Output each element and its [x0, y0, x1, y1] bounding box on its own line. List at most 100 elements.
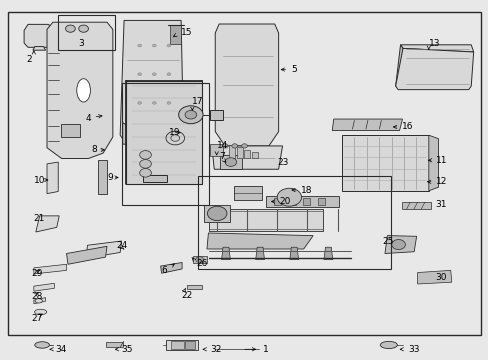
- Circle shape: [140, 150, 151, 159]
- Circle shape: [231, 144, 237, 148]
- Text: 4: 4: [86, 114, 91, 123]
- Circle shape: [152, 102, 156, 104]
- Polygon shape: [211, 146, 282, 169]
- Polygon shape: [324, 247, 332, 260]
- Circle shape: [178, 106, 203, 124]
- Text: 29: 29: [31, 269, 42, 278]
- Text: 20: 20: [279, 197, 290, 206]
- Polygon shape: [33, 46, 45, 50]
- Bar: [184, 341, 194, 348]
- Bar: [210, 144, 222, 156]
- Text: 13: 13: [428, 39, 439, 48]
- Polygon shape: [215, 24, 278, 146]
- Bar: [236, 147, 242, 158]
- Bar: [186, 285, 201, 289]
- Circle shape: [138, 44, 142, 47]
- Polygon shape: [66, 246, 107, 264]
- Circle shape: [152, 73, 156, 76]
- Polygon shape: [384, 235, 416, 253]
- Circle shape: [166, 44, 170, 47]
- Bar: [228, 145, 234, 158]
- Bar: [193, 256, 206, 263]
- Polygon shape: [120, 21, 183, 146]
- Text: 19: 19: [168, 128, 180, 137]
- Text: 31: 31: [435, 200, 446, 209]
- Ellipse shape: [380, 341, 397, 348]
- Polygon shape: [428, 135, 438, 191]
- Bar: [94, 27, 100, 41]
- Text: 12: 12: [435, 177, 447, 186]
- Text: 2: 2: [26, 55, 32, 64]
- Text: 9: 9: [107, 173, 113, 182]
- Circle shape: [224, 158, 236, 166]
- Polygon shape: [143, 175, 167, 182]
- Bar: [233, 186, 262, 200]
- Polygon shape: [34, 264, 66, 274]
- Text: 25: 25: [381, 237, 392, 246]
- Circle shape: [195, 257, 203, 262]
- Polygon shape: [34, 298, 45, 304]
- Polygon shape: [206, 233, 312, 249]
- Polygon shape: [400, 45, 473, 52]
- Circle shape: [241, 144, 247, 148]
- Text: 11: 11: [435, 156, 447, 165]
- Text: 24: 24: [117, 241, 128, 250]
- Circle shape: [138, 73, 142, 76]
- Polygon shape: [395, 48, 473, 90]
- Polygon shape: [289, 247, 298, 260]
- Bar: [8, 12, 480, 335]
- Ellipse shape: [35, 342, 49, 348]
- Text: 8: 8: [91, 145, 97, 154]
- Circle shape: [166, 102, 170, 104]
- Text: 7: 7: [219, 152, 224, 161]
- Text: 16: 16: [401, 122, 412, 131]
- Polygon shape: [47, 162, 58, 194]
- Polygon shape: [160, 262, 182, 273]
- Circle shape: [222, 144, 227, 148]
- Circle shape: [65, 25, 75, 32]
- Circle shape: [184, 111, 196, 119]
- Bar: [58, 15, 115, 50]
- Circle shape: [140, 168, 151, 177]
- Bar: [401, 202, 430, 210]
- Bar: [266, 196, 338, 207]
- Text: 18: 18: [301, 185, 312, 194]
- Bar: [198, 176, 390, 269]
- Text: 26: 26: [196, 259, 208, 268]
- Polygon shape: [47, 22, 113, 158]
- Text: 22: 22: [181, 291, 192, 300]
- Bar: [273, 198, 281, 205]
- Bar: [252, 152, 258, 158]
- Bar: [105, 342, 122, 347]
- Circle shape: [79, 25, 88, 32]
- Bar: [288, 198, 295, 205]
- Polygon shape: [331, 119, 402, 131]
- Polygon shape: [34, 283, 54, 291]
- Bar: [122, 83, 209, 205]
- Text: 27: 27: [31, 314, 42, 323]
- Polygon shape: [210, 111, 222, 120]
- Text: 1: 1: [263, 345, 268, 354]
- Polygon shape: [221, 247, 230, 260]
- Text: 23: 23: [277, 158, 288, 167]
- Bar: [203, 204, 230, 222]
- Polygon shape: [36, 216, 59, 232]
- Text: 33: 33: [407, 345, 419, 354]
- Ellipse shape: [35, 299, 42, 303]
- Text: 14: 14: [216, 141, 227, 150]
- Polygon shape: [86, 241, 122, 258]
- Polygon shape: [341, 135, 428, 191]
- Circle shape: [277, 188, 301, 206]
- Bar: [303, 198, 310, 205]
- Circle shape: [207, 206, 226, 221]
- Text: 3: 3: [79, 39, 84, 48]
- Bar: [61, 125, 80, 137]
- Bar: [244, 149, 250, 158]
- Ellipse shape: [77, 79, 90, 102]
- Text: 34: 34: [55, 345, 66, 354]
- Bar: [220, 155, 242, 169]
- Text: 32: 32: [210, 345, 221, 354]
- Polygon shape: [98, 160, 107, 194]
- Text: 21: 21: [34, 214, 45, 223]
- Polygon shape: [122, 123, 135, 144]
